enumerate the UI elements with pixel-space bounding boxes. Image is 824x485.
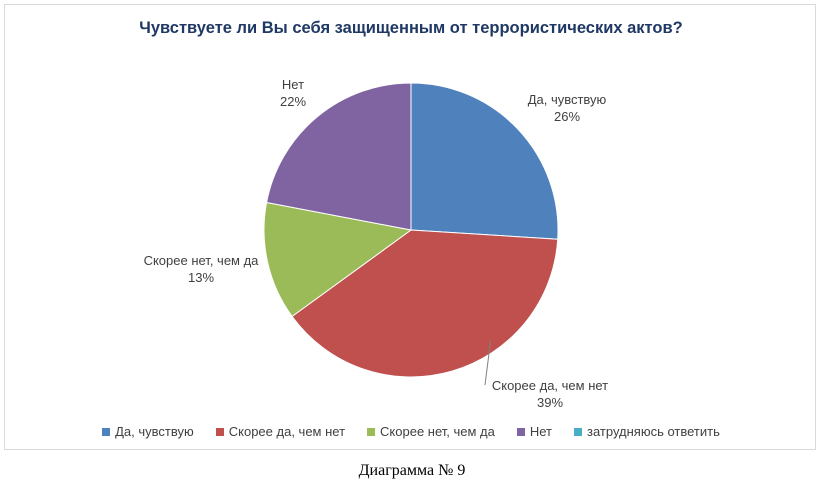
data-label: Скорее нет, чем да	[144, 253, 260, 268]
pie-slice	[410, 82, 559, 240]
legend-swatch	[102, 427, 111, 436]
legend-swatch	[215, 427, 224, 436]
data-label: 22%	[280, 94, 306, 109]
pie-slice	[263, 201, 413, 318]
figure-caption: Диаграмма № 9	[358, 462, 466, 479]
data-label: 39%	[537, 395, 563, 410]
pie-chart: Да, чувствую 26% Скорее да, чем нет 39% Скор…	[144, 77, 609, 410]
legend-label: Скорее нет, чем да	[380, 424, 495, 439]
legend-item-skoree-da: Скорее да, чем нет	[215, 424, 346, 439]
data-label: Нет	[282, 77, 304, 92]
pie-slice	[291, 229, 559, 378]
legend-item-zatrudnyayus: затрудняюсь ответить	[574, 424, 720, 439]
chart-title: Чувствуете ли Вы себя защищенным от терр…	[139, 19, 683, 37]
legend-item-da-chuvstvuyu: Да, чувствую	[102, 424, 194, 439]
legend-swatch	[574, 427, 583, 436]
leader-line	[484, 341, 492, 386]
data-label: 26%	[554, 109, 580, 124]
data-label: Да, чувствую	[528, 92, 607, 107]
legend-label: затрудняюсь ответить	[587, 424, 720, 439]
legend-swatch	[516, 427, 525, 436]
legend-label: Нет	[529, 424, 553, 439]
legend: Да, чувствую Скорее да, чем нет Скорее н…	[5, 424, 817, 439]
data-label: 13%	[188, 270, 214, 285]
data-label: Скорее да, чем нет	[492, 378, 608, 393]
legend-item-skoree-net: Скорее нет, чем да	[367, 424, 495, 439]
legend-swatch	[367, 427, 376, 436]
legend-label: Да, чувствую	[115, 424, 194, 439]
chart-area: Чувствуете ли Вы себя защищенным от терр…	[4, 4, 816, 450]
pie-slice	[266, 82, 412, 231]
legend-item-net: Нет	[516, 424, 553, 439]
legend-label: Скорее да, чем нет	[228, 424, 346, 439]
